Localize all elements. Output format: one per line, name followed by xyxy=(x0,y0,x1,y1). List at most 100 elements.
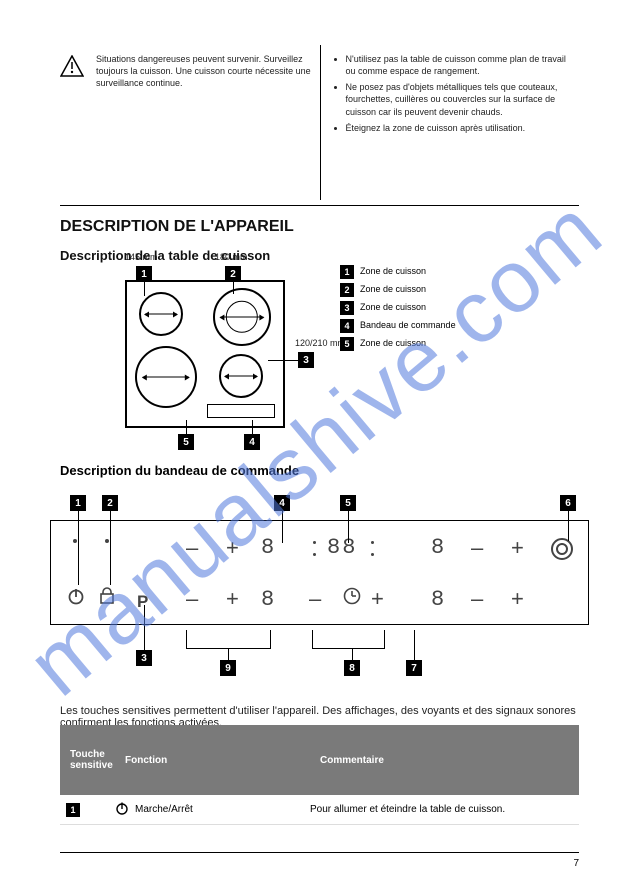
cell-function-text: Marche/Arrêt xyxy=(135,804,193,815)
th-comment: Commentaire xyxy=(310,725,579,795)
burner-3 xyxy=(219,354,263,398)
table-row: 1 Marche/Arrêt Pour allumer et éteindre … xyxy=(60,795,579,825)
clock-icon xyxy=(343,587,361,610)
legend-row: 3 Zone de cuisson xyxy=(340,301,580,315)
legend-marker: 1 xyxy=(340,265,354,279)
seg-display: 8 xyxy=(431,535,444,560)
control-strip xyxy=(207,404,275,418)
footer-page-number: 7 xyxy=(573,858,579,869)
indicator-dot xyxy=(105,539,109,543)
panel-marker-6: 6 xyxy=(560,495,576,511)
pause-icon: P xyxy=(137,592,148,612)
marker-2-dim: 180 mm xyxy=(215,252,248,262)
plus-icon: + xyxy=(226,535,239,561)
leader xyxy=(414,630,415,660)
seg-display-timer: 88 xyxy=(327,535,357,560)
bullet-item: Éteignez la zone de cuisson après utilis… xyxy=(346,122,577,134)
top-right-bullets: N'utilisez pas la table de cuisson comme… xyxy=(332,53,577,134)
marker-3-dim: 120/210 mm xyxy=(295,338,345,348)
legend-text: Zone de cuisson xyxy=(360,301,426,313)
footer-rule xyxy=(60,852,579,853)
indicator-dot xyxy=(313,541,316,544)
page: manualshive.com Situations dangereuses p… xyxy=(0,0,629,893)
legend-text: Zone de cuisson xyxy=(360,265,426,277)
leader xyxy=(384,630,385,648)
leader xyxy=(110,511,111,585)
leader xyxy=(352,648,353,660)
indicator-dot xyxy=(73,539,77,543)
leader xyxy=(144,605,145,650)
panel-marker-5: 5 xyxy=(340,495,356,511)
bullet-item: Ne posez pas d'objets métalliques tels q… xyxy=(346,81,577,117)
leader xyxy=(312,630,313,648)
plus-icon: + xyxy=(226,586,239,612)
leader xyxy=(568,511,569,541)
power-icon xyxy=(115,801,129,818)
plus-icon: + xyxy=(511,586,524,612)
th-function: Fonction xyxy=(115,725,310,795)
sensor-table: Touche sensitive Fonction Commentaire 1 … xyxy=(60,725,579,825)
legend-marker: 3 xyxy=(340,301,354,315)
seg-display: 8 xyxy=(431,587,444,612)
row-marker: 1 xyxy=(66,803,80,817)
legend-marker: 5 xyxy=(340,337,354,351)
hob-diagram xyxy=(125,280,285,428)
leader xyxy=(233,282,234,294)
legend-text: Bandeau de commande xyxy=(360,319,456,331)
indicator-dot xyxy=(371,553,374,556)
legend-text: Zone de cuisson xyxy=(360,337,426,349)
top-right-text: N'utilisez pas la table de cuisson comme… xyxy=(332,53,577,138)
legend-text: Zone de cuisson xyxy=(360,283,426,295)
burner-1 xyxy=(139,292,183,336)
panel-marker-2: 2 xyxy=(102,495,118,511)
plus-icon: + xyxy=(371,586,384,612)
top-columns: Situations dangereuses peuvent survenir.… xyxy=(60,45,579,215)
minus-icon: – xyxy=(309,586,321,612)
legend-row: 5 Zone de cuisson xyxy=(340,337,580,351)
marker-1-dim: 145 mm xyxy=(125,252,158,262)
hob-outline xyxy=(125,280,285,428)
legend-marker: 2 xyxy=(340,283,354,297)
legend-row: 2 Zone de cuisson xyxy=(340,283,580,297)
marker-4: 4 xyxy=(244,434,260,450)
marker-5: 5 xyxy=(178,434,194,450)
indicator-dot xyxy=(371,541,374,544)
burner-5 xyxy=(135,346,197,408)
cell-sensor: 1 xyxy=(60,803,115,817)
hob-legend: 1 Zone de cuisson 2 Zone de cuisson 3 Zone … xyxy=(340,265,580,355)
bullet-item: N'utilisez pas la table de cuisson comme… xyxy=(346,53,577,77)
section-heading: DESCRIPTION DE L'APPAREIL xyxy=(60,218,294,236)
legend-marker: 4 xyxy=(340,319,354,333)
lock-icon xyxy=(99,587,115,610)
leader xyxy=(78,511,79,585)
marker-3: 3 xyxy=(298,352,314,368)
panel-heading: Description du bandeau de commande xyxy=(60,463,299,478)
marker-1: 1 xyxy=(136,266,152,282)
indicator-dot xyxy=(313,553,316,556)
panel-marker-4: 4 xyxy=(274,495,290,511)
top-left-text: Situations dangereuses peuvent survenir.… xyxy=(96,53,321,89)
marker-2: 2 xyxy=(225,266,241,282)
warning-icon xyxy=(60,55,84,82)
leader xyxy=(252,420,253,434)
panel-outline: – + 8 88 8 – + P – + 8 xyxy=(50,520,589,625)
leader xyxy=(228,648,229,660)
plus-icon: + xyxy=(511,535,524,561)
legend-row: 4 Bandeau de commande xyxy=(340,319,580,333)
leader xyxy=(270,630,271,648)
leader xyxy=(312,648,385,649)
burner-2 xyxy=(213,288,271,346)
table-header: Touche sensitive Fonction Commentaire xyxy=(60,725,579,795)
seg-display: 8 xyxy=(261,587,274,612)
leader xyxy=(268,360,298,361)
legend-row: 1 Zone de cuisson xyxy=(340,265,580,279)
leader xyxy=(186,630,187,648)
horizontal-rule xyxy=(60,205,579,206)
leader xyxy=(282,511,283,543)
panel-marker-1: 1 xyxy=(70,495,86,511)
th-sensor: Touche sensitive xyxy=(60,725,115,795)
minus-icon: – xyxy=(186,586,198,612)
cell-comment: Pour allumer et éteindre la table de cui… xyxy=(310,804,579,815)
leader xyxy=(186,420,187,434)
minus-icon: – xyxy=(471,535,483,561)
